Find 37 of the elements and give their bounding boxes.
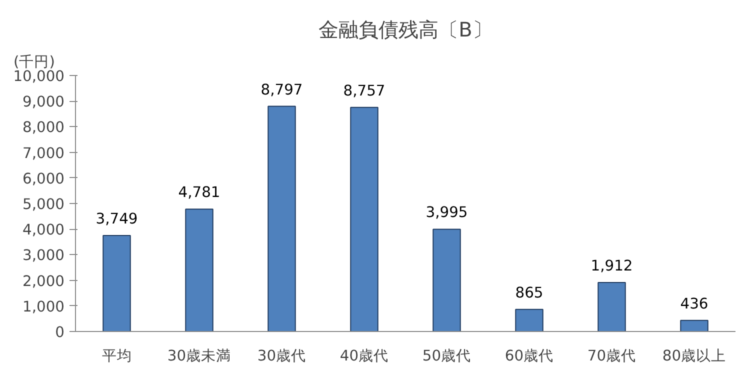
- x-tick-label: 60歳代: [504, 348, 554, 364]
- y-tick-label: 7,000: [22, 144, 65, 162]
- y-tick-label: 2,000: [22, 272, 65, 290]
- y-axis-title: (千円): [14, 54, 55, 70]
- y-tick-label: 6,000: [22, 170, 65, 188]
- y-tick-label: 0: [55, 324, 65, 341]
- bar: [102, 235, 131, 332]
- bar: [515, 308, 544, 332]
- bar: [185, 208, 214, 332]
- bar: [598, 282, 626, 332]
- y-tick-label: 3,000: [22, 247, 65, 264]
- x-tick-label: 80歳以上: [662, 348, 726, 364]
- data-label: 1,912: [590, 258, 633, 275]
- y-tick-label: 9,000: [22, 94, 65, 111]
- x-tick-label: 70歳代: [587, 348, 636, 364]
- x-tick-label: 平均: [102, 348, 132, 364]
- x-tick-label: 30歳未満: [167, 348, 232, 364]
- bar: [268, 106, 296, 332]
- data-label: 8,797: [260, 81, 303, 98]
- data-label: 3,749: [96, 210, 138, 228]
- chart-title: 金融負債残高〔B〕: [318, 18, 492, 42]
- bar: [680, 320, 708, 332]
- x-tick-label: 30歳代: [257, 348, 306, 364]
- x-tick-label: 50歳代: [422, 348, 472, 364]
- data-label: 3,995: [426, 204, 468, 222]
- y-tick-label: 4,000: [22, 222, 65, 239]
- data-label: 865: [515, 284, 544, 302]
- data-label: 436: [680, 295, 708, 312]
- y-tick-label: 5,000: [22, 196, 65, 213]
- y-tick-label: 8,000: [22, 119, 65, 136]
- bar: [432, 228, 461, 332]
- data-label: 4,781: [178, 184, 220, 202]
- bar: [350, 106, 378, 332]
- y-tick-label: 10,000: [13, 68, 65, 85]
- x-tick-label: 40歳代: [340, 348, 389, 364]
- y-tick-label: 1,000: [22, 298, 65, 316]
- data-label: 8,757: [343, 82, 386, 100]
